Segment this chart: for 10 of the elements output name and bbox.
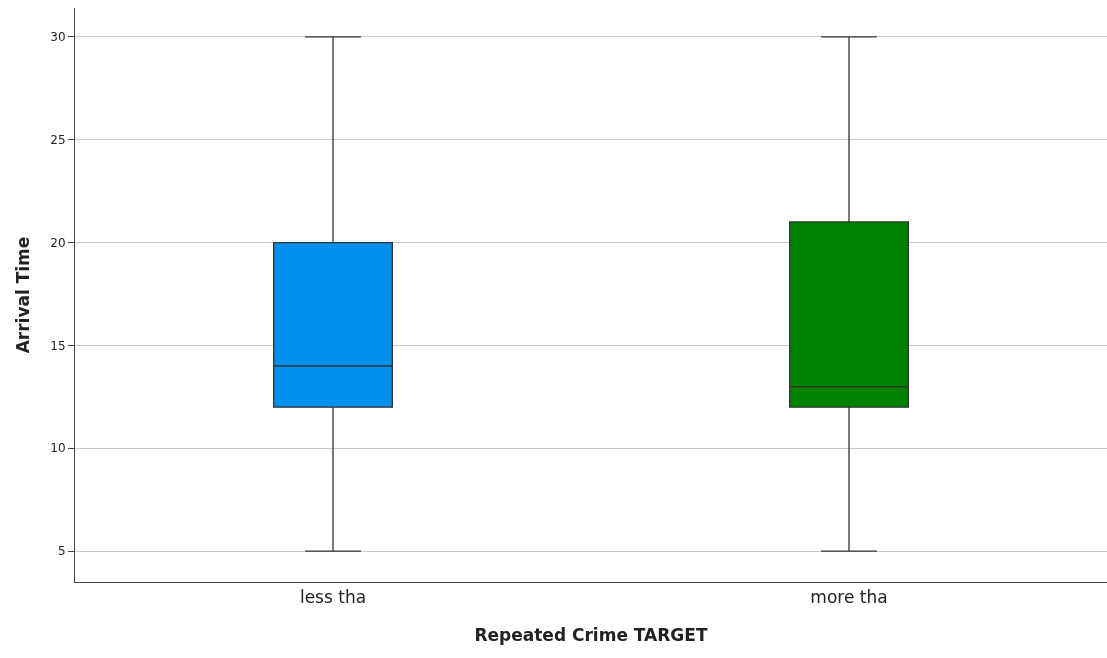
y-tick-label: 10 bbox=[50, 441, 66, 456]
y-tick-label: 15 bbox=[50, 338, 66, 353]
y-tick-label: 25 bbox=[50, 132, 66, 147]
y-tick-label: 20 bbox=[50, 235, 66, 250]
x-axis-title: Repeated Crime TARGET bbox=[474, 624, 708, 645]
x-tick-label: less tha bbox=[299, 587, 367, 608]
y-axis-title: Arrival Time bbox=[12, 236, 33, 354]
x-tick-label: more tha bbox=[810, 587, 888, 608]
y-tick-label: 5 bbox=[57, 544, 66, 559]
y-tick-label: 30 bbox=[50, 30, 66, 44]
